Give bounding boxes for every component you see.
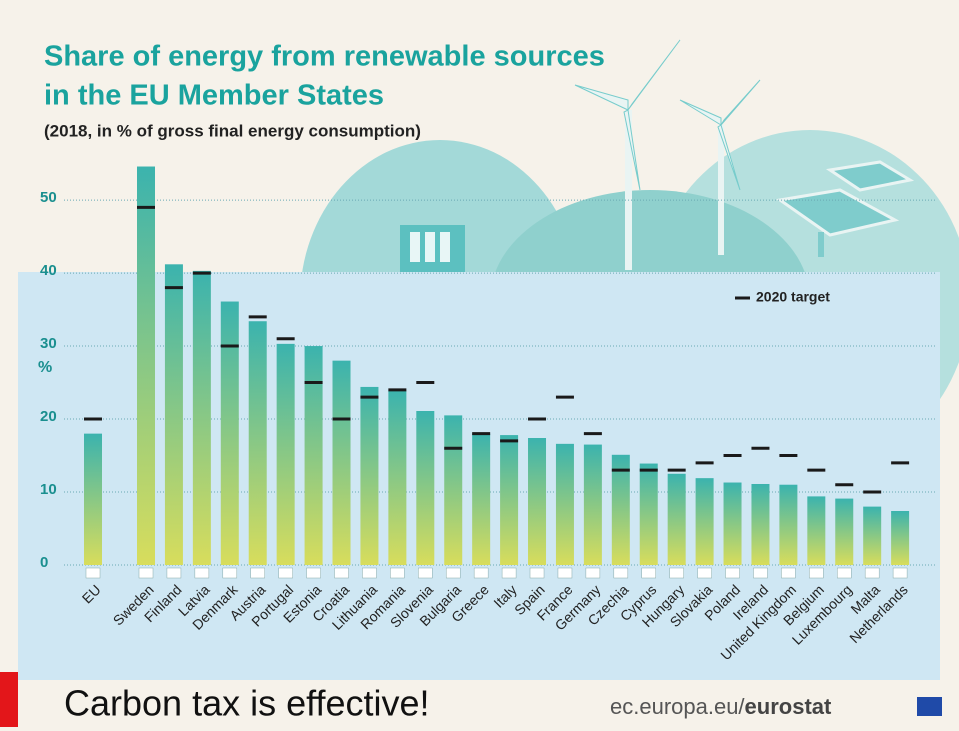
- bar: [416, 411, 434, 565]
- source: ec.europa.eu/eurostat: [610, 694, 832, 719]
- flag: [753, 568, 767, 578]
- y-tick-label: 0: [40, 554, 48, 571]
- y-tick-label: 50: [40, 189, 57, 206]
- source-domain: ec.europa.eu/: [610, 694, 745, 719]
- bar: [221, 302, 239, 565]
- bar: [500, 435, 518, 565]
- flag: [418, 568, 432, 578]
- flag: [614, 568, 628, 578]
- flag: [865, 568, 879, 578]
- bar: [779, 485, 797, 565]
- bar: [668, 474, 686, 565]
- flag: [726, 568, 740, 578]
- source-brand: eurostat: [745, 694, 832, 719]
- bar: [137, 167, 155, 565]
- bar: [472, 434, 490, 565]
- bar: [891, 511, 909, 565]
- flag: [251, 568, 265, 578]
- bar: [835, 499, 853, 565]
- caption: Carbon tax is effective!: [64, 683, 430, 724]
- bar: [165, 264, 183, 565]
- bar: [724, 483, 742, 565]
- bar: [556, 444, 574, 565]
- flag: [86, 568, 100, 578]
- flag: [167, 568, 181, 578]
- flag: [530, 568, 544, 578]
- y-tick-label: 30: [40, 335, 57, 352]
- page: Share of energy from renewable sources i…: [0, 0, 959, 731]
- flag: [279, 568, 293, 578]
- bar: [333, 361, 351, 565]
- bar: [528, 438, 546, 565]
- bar: [863, 507, 881, 565]
- flag: [223, 568, 237, 578]
- bar: [807, 496, 825, 565]
- chart-title: Share of energy from renewable sources: [44, 41, 605, 73]
- y-tick-label: 20: [40, 408, 57, 425]
- flag: [335, 568, 349, 578]
- chart-title: in the EU Member States: [44, 80, 384, 112]
- legend-label: 2020 target: [756, 289, 830, 305]
- bar: [84, 434, 102, 565]
- bar: [444, 415, 462, 565]
- bar: [640, 464, 658, 565]
- flag: [502, 568, 516, 578]
- bar: [193, 271, 211, 565]
- chart-subtitle: (2018, in % of gross final energy consum…: [44, 121, 421, 140]
- flag: [195, 568, 209, 578]
- flag: [307, 568, 321, 578]
- flag: [837, 568, 851, 578]
- accent-bar: [0, 672, 18, 727]
- flag: [809, 568, 823, 578]
- y-tick-label: 40: [40, 262, 57, 279]
- y-tick-label: 10: [40, 481, 57, 498]
- bar: [249, 321, 267, 565]
- bar: [277, 344, 295, 565]
- flag: [139, 568, 153, 578]
- flag: [893, 568, 907, 578]
- bar: [584, 445, 602, 565]
- bar: [751, 484, 769, 565]
- flag: [446, 568, 460, 578]
- flag: [362, 568, 376, 578]
- y-axis-label: %: [38, 359, 52, 376]
- flag: [586, 568, 600, 578]
- flag: [781, 568, 795, 578]
- flag: [670, 568, 684, 578]
- flag: [474, 568, 488, 578]
- flag: [390, 568, 404, 578]
- flag: [642, 568, 656, 578]
- bar: [388, 391, 406, 565]
- flag: [558, 568, 572, 578]
- eu-flag: [917, 697, 942, 716]
- bar: [360, 387, 378, 565]
- bar: [696, 478, 714, 565]
- bar: [305, 346, 323, 565]
- flag: [698, 568, 712, 578]
